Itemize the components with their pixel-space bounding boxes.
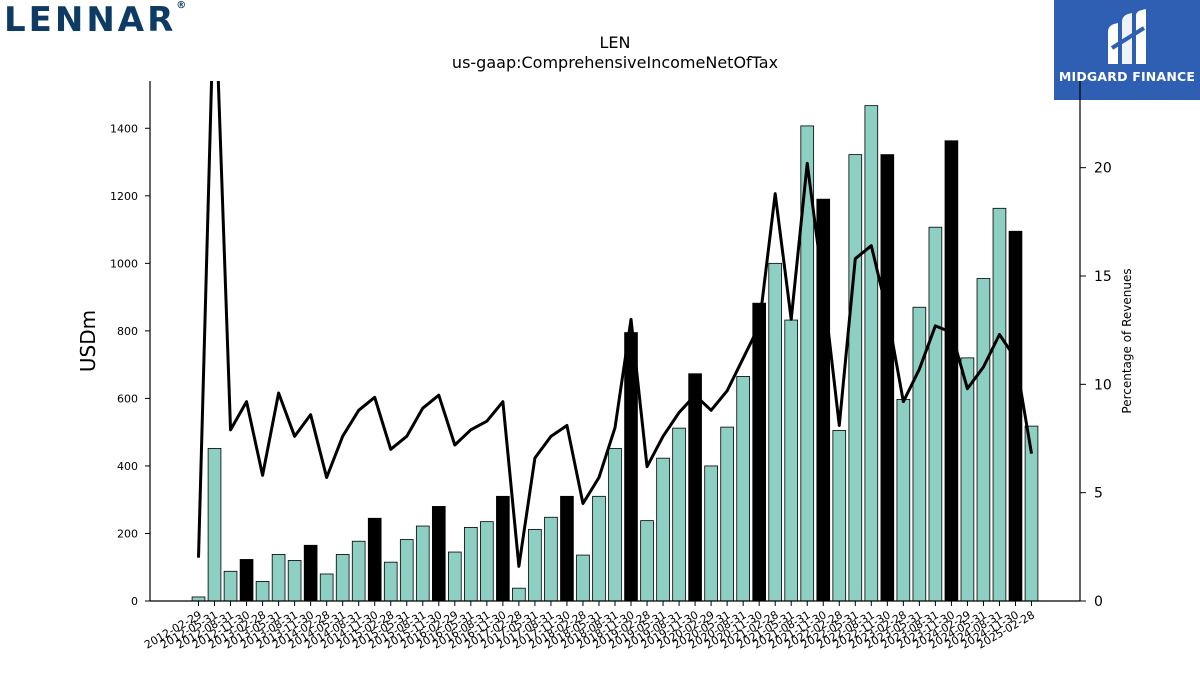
bar [880,154,895,602]
bar [752,302,766,602]
bar [512,587,526,602]
y-right-tick-label: 0 [1094,594,1103,610]
y-tick-label: 800 [117,325,138,338]
bar [319,573,334,602]
y-tick-label: 400 [117,460,138,473]
bar [223,570,238,602]
series-line [197,81,1033,568]
y-right-tick-label: 5 [1094,486,1103,502]
y-tick-label: 1000 [110,257,138,270]
bar [431,506,446,602]
y-right-tick-label: 15 [1094,269,1112,285]
y-axis-right-label: Percentage of Revenues [1120,268,1134,413]
y-tick-label: 0 [131,595,138,608]
bar [720,426,734,602]
axes-group: 0200400600800100012001400051015202012-02… [110,81,1112,652]
bar [576,554,590,602]
bar [303,544,318,602]
bar [415,525,430,602]
bar [656,457,670,602]
bar [784,319,799,602]
y-tick-label: 1400 [110,122,138,135]
bar [239,559,254,602]
lennar-logo: LENNAR® [4,0,186,40]
bar [848,154,863,602]
bar [287,560,302,602]
bar [976,278,991,602]
bar [480,521,494,602]
y-right-tick-label: 20 [1094,161,1112,177]
bar [399,539,414,602]
bar [928,226,943,602]
bar [736,376,750,602]
bar [464,526,478,602]
bar [191,596,206,602]
chart-title: LEN [600,33,631,52]
bar [351,540,366,602]
midgard-finance-text: MIDGARD FINANCE [1058,69,1196,84]
bar [944,140,959,602]
bar [864,105,879,602]
bar [207,447,222,602]
bar [896,399,911,602]
bar [704,465,718,602]
bar [447,551,462,602]
bar [544,516,558,602]
bar [271,554,286,602]
bar [688,373,702,602]
bar [832,430,847,602]
bar [367,517,382,602]
bar [1008,230,1023,602]
y-tick-label: 1200 [110,190,138,203]
midgard-finance-logo: MIDGARD FINANCE [1054,0,1200,100]
bar [255,581,270,602]
registered-mark: ® [176,0,187,11]
bar [672,427,686,602]
bar [992,207,1007,602]
y-axis-label: USDm [76,310,100,372]
bar [608,447,622,602]
y-right-tick-label: 10 [1094,377,1112,393]
chart-subtitle: us-gaap:ComprehensiveIncomeNetOfTax [452,53,778,72]
bar [768,262,783,602]
lennar-logo-text: LENNAR [4,0,177,40]
bar [560,495,574,602]
line-group [197,81,1033,568]
bars-group [191,105,1039,602]
bar [960,357,975,602]
bar [640,520,654,602]
bar [528,529,542,602]
bar [335,554,350,602]
bar [383,561,398,602]
bar [912,306,927,602]
bar [496,495,510,602]
bar [592,495,606,602]
midgard-emblem-icon [1108,9,1146,64]
y-tick-label: 600 [117,392,138,405]
y-tick-label: 200 [117,527,138,540]
